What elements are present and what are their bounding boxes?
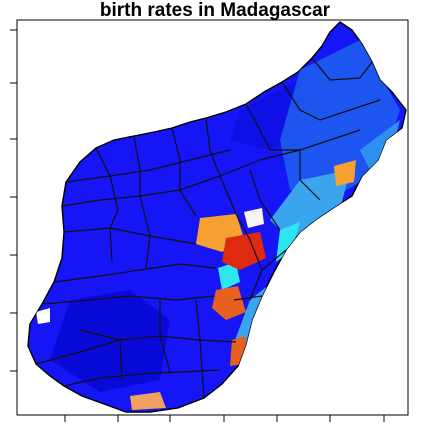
plot-frame bbox=[16, 19, 409, 416]
region-patch-light-blue-coast bbox=[360, 120, 400, 170]
bottom-axis-ticks bbox=[64, 415, 385, 422]
region-patch-deep-blue bbox=[50, 290, 170, 392]
region-patch-cyan-2 bbox=[218, 262, 240, 290]
left-axis-ticks bbox=[10, 29, 17, 372]
region-patch-white bbox=[244, 208, 264, 228]
region-patch-orange-2 bbox=[334, 160, 356, 186]
region-patch-light-blue bbox=[270, 170, 350, 240]
region-patch-white-2 bbox=[36, 308, 50, 324]
region-patch-red bbox=[222, 232, 266, 270]
map-title: birth rates in Madagascar bbox=[99, 0, 331, 21]
region-patch-cyan bbox=[276, 222, 300, 262]
region-patch-orange-south bbox=[130, 392, 166, 410]
district-borders bbox=[35, 57, 381, 399]
region-patch-red-2 bbox=[212, 286, 246, 320]
birth-rate-patches bbox=[36, 40, 400, 410]
